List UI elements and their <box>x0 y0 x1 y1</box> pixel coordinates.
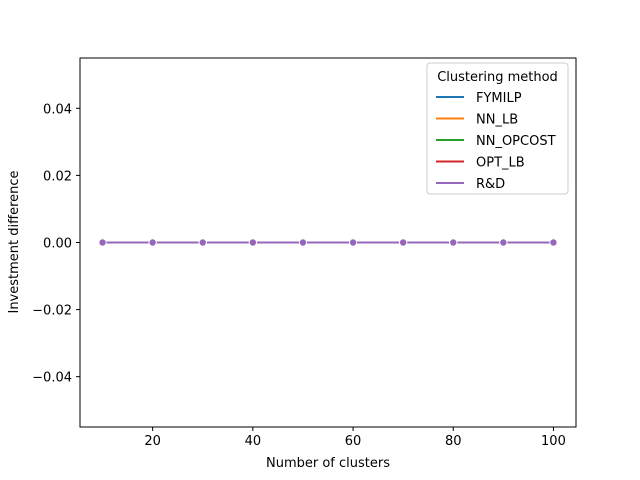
y-tick-label: −0.02 <box>32 304 72 319</box>
series-point <box>198 238 207 247</box>
y-tick-label: 0.04 <box>43 102 72 117</box>
y-axis-ticks: −0.04 −0.02 0.00 0.02 0.04 <box>32 102 80 386</box>
series-point <box>349 238 358 247</box>
legend-entry-label: NN_OPCOST <box>476 134 556 149</box>
y-tick-label: 0.00 <box>43 237 72 252</box>
series-point <box>449 238 458 247</box>
x-axis-label: Number of clusters <box>266 456 390 471</box>
x-tick-label: 80 <box>445 434 462 449</box>
y-tick-label: 0.02 <box>43 169 72 184</box>
legend-entry-label: OPT_LB <box>476 156 525 171</box>
series-point <box>499 238 508 247</box>
legend: Clustering method FYMILP NN_LB NN_OPCOST OP… <box>426 62 569 195</box>
series-point <box>549 238 558 247</box>
plot-markers <box>98 238 558 247</box>
series-point <box>148 238 157 247</box>
y-axis-label: Investment difference <box>7 170 22 313</box>
series-point <box>298 238 307 247</box>
series-point <box>399 238 408 247</box>
series-point <box>98 238 107 247</box>
legend-title: Clustering method <box>437 70 558 85</box>
legend-entry-label: NN_LB <box>476 113 518 128</box>
series-point <box>248 238 257 247</box>
legend-entries: FYMILP NN_LB NN_OPCOST OPT_LB R&D <box>436 91 556 192</box>
x-tick-label: 20 <box>144 434 161 449</box>
x-tick-label: 60 <box>345 434 362 449</box>
y-tick-label: −0.04 <box>32 371 72 386</box>
x-tick-label: 40 <box>245 434 262 449</box>
legend-entry-label: FYMILP <box>476 91 522 106</box>
x-axis-ticks: 20 40 60 80 100 <box>144 427 566 449</box>
legend-entry-label: R&D <box>476 177 505 192</box>
x-tick-label: 100 <box>541 434 566 449</box>
